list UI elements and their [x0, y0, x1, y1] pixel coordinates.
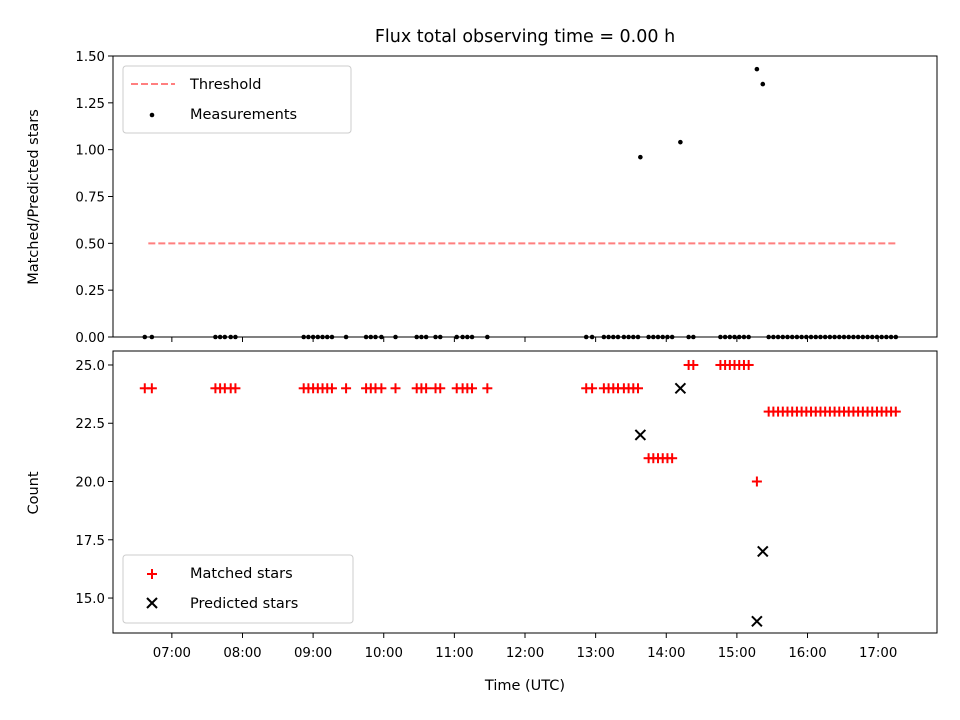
matched-star-marker [421, 383, 432, 394]
matched-star-marker [688, 359, 699, 370]
bottom-star-count-points [139, 359, 901, 628]
bottom-x-tick-label: 07:00 [153, 646, 191, 661]
bottom-y-tick-label: 17.5 [75, 534, 105, 549]
matched-star-marker [482, 383, 493, 394]
matched-star-marker [667, 453, 678, 464]
bottom-x-tick-label: 16:00 [788, 646, 826, 661]
bottom-legend: Matched stars Predicted stars [122, 554, 354, 624]
top-y-tick-label: 1.25 [75, 97, 105, 112]
bottom-x-tick-label: 17:00 [859, 646, 897, 661]
matched-star-marker [751, 476, 762, 487]
matched-star-marker [390, 383, 401, 394]
bottom-x-axis: 07:00 08:00 09:00 10:00 11:00 12:00 13:00 14:00… [153, 633, 897, 661]
matched-star-marker [467, 383, 478, 394]
top-panel: 0.00 0.25 0.50 0.75 1.00 1.25 1.50 Matched/Pre… [26, 50, 938, 346]
bottom-x-tick-label: 09:00 [294, 646, 332, 661]
measurement-point [760, 81, 766, 87]
matched-star-marker [890, 406, 901, 417]
bottom-x-tick-label: 08:00 [223, 646, 261, 661]
predicted-star-marker [751, 615, 763, 628]
bottom-panel: 15.0 17.5 20.0 22.5 25.0 07:00 08:00 09:00 10:0… [26, 350, 938, 694]
bottom-y-axis: 15.0 17.5 20.0 22.5 25.0 [75, 359, 113, 607]
top-y-tick-label: 1.50 [75, 50, 105, 65]
bottom-y-tick-label: 22.5 [75, 417, 105, 432]
bottom-x-tick-label: 12:00 [506, 646, 544, 661]
matched-star-marker [146, 383, 157, 394]
top-y-tick-label: 0.25 [75, 284, 105, 299]
bottom-x-tick-label: 15:00 [718, 646, 756, 661]
measurements-legend-label: Measurements [190, 107, 297, 123]
predicted-stars-legend-label: Predicted stars [190, 596, 298, 612]
matched-star-marker [230, 383, 241, 394]
top-y-axis-label: Matched/Predicted stars [26, 109, 42, 285]
measurement-point [638, 154, 643, 160]
bottom-y-tick-label: 15.0 [75, 592, 105, 607]
matched-stars-legend-swatch [147, 569, 157, 579]
predicted-star-marker-b [751, 615, 763, 628]
predicted-star-marker [757, 545, 769, 558]
top-y-tick-label: 0.00 [75, 331, 105, 346]
top-y-tick-label: 1.00 [75, 144, 105, 159]
bottom-y-axis-label: Count [26, 471, 42, 514]
top-y-tick-label: 0.50 [75, 237, 105, 252]
bottom-y-tick-label: 20.0 [75, 476, 105, 491]
bottom-legend-box [122, 554, 354, 624]
threshold-legend-label: Threshold [189, 77, 261, 93]
matched-star-marker [376, 383, 387, 394]
measurements-legend-swatch [149, 112, 155, 118]
top-y-axis: 0.00 0.25 0.50 0.75 1.00 1.25 1.50 [75, 50, 113, 346]
matched-star-marker [633, 383, 644, 394]
top-legend-box [122, 65, 352, 134]
measurement-point [754, 66, 760, 72]
predicted-star-marker [674, 382, 687, 394]
bottom-x-tick-label: 10:00 [365, 646, 403, 661]
top-legend: Threshold Measurements [122, 65, 352, 134]
matched-star-marker [743, 359, 754, 370]
matched-star-marker [587, 383, 598, 394]
predicted-star-marker-b [757, 545, 769, 558]
bottom-y-tick-label: 25.0 [75, 359, 105, 374]
top-x-ticks [171, 337, 879, 342]
bottom-x-tick-label: 11:00 [435, 646, 473, 661]
matched-star-marker [435, 383, 446, 394]
predicted-star-marker-b [634, 429, 647, 441]
predicted-stars-legend-swatch [146, 597, 158, 609]
matched-stars-legend-label: Matched stars [190, 566, 293, 582]
top-y-tick-label: 0.75 [75, 191, 105, 206]
bottom-x-tick-label: 14:00 [647, 646, 685, 661]
top-chart-title: Flux total observing time = 0.00 h [375, 27, 675, 47]
bottom-x-tick-label: 13:00 [576, 646, 614, 661]
predicted-star-marker-b [674, 382, 687, 394]
bottom-x-axis-label: Time (UTC) [484, 678, 565, 694]
measurement-point [678, 139, 683, 145]
matched-star-marker [341, 383, 352, 394]
predicted-star-marker [634, 429, 647, 441]
matched-star-marker [326, 383, 337, 394]
